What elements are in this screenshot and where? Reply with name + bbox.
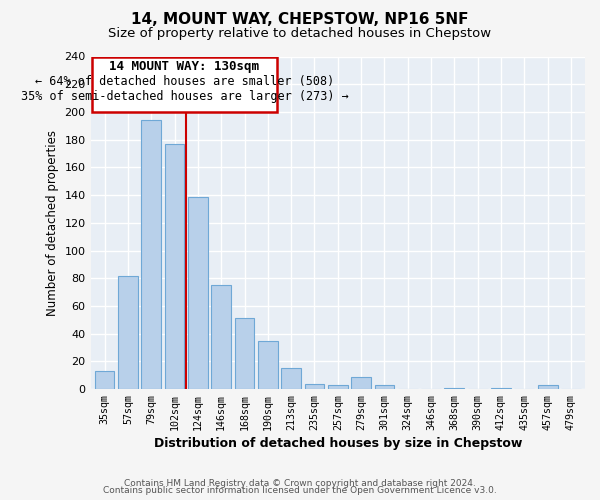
Bar: [328, 385, 348, 389]
Bar: [538, 385, 557, 389]
Bar: [305, 384, 325, 389]
Bar: [235, 318, 254, 389]
Text: 14 MOUNT WAY: 130sqm: 14 MOUNT WAY: 130sqm: [109, 60, 259, 72]
Text: 14, MOUNT WAY, CHEPSTOW, NP16 5NF: 14, MOUNT WAY, CHEPSTOW, NP16 5NF: [131, 12, 469, 28]
X-axis label: Distribution of detached houses by size in Chepstow: Distribution of detached houses by size …: [154, 437, 522, 450]
Bar: [351, 376, 371, 389]
Bar: [142, 120, 161, 389]
Bar: [118, 276, 138, 389]
Bar: [164, 144, 184, 389]
Bar: [211, 285, 231, 389]
Bar: [95, 371, 115, 389]
Text: Contains HM Land Registry data © Crown copyright and database right 2024.: Contains HM Land Registry data © Crown c…: [124, 478, 476, 488]
Bar: [92, 56, 277, 112]
Bar: [491, 388, 511, 389]
Y-axis label: Number of detached properties: Number of detached properties: [46, 130, 59, 316]
Bar: [374, 385, 394, 389]
Bar: [445, 388, 464, 389]
Bar: [258, 340, 278, 389]
Text: Size of property relative to detached houses in Chepstow: Size of property relative to detached ho…: [109, 28, 491, 40]
Text: Contains public sector information licensed under the Open Government Licence v3: Contains public sector information licen…: [103, 486, 497, 495]
Text: ← 64% of detached houses are smaller (508): ← 64% of detached houses are smaller (50…: [35, 75, 334, 88]
Bar: [281, 368, 301, 389]
Text: 35% of semi-detached houses are larger (273) →: 35% of semi-detached houses are larger (…: [20, 90, 349, 103]
Bar: [188, 196, 208, 389]
